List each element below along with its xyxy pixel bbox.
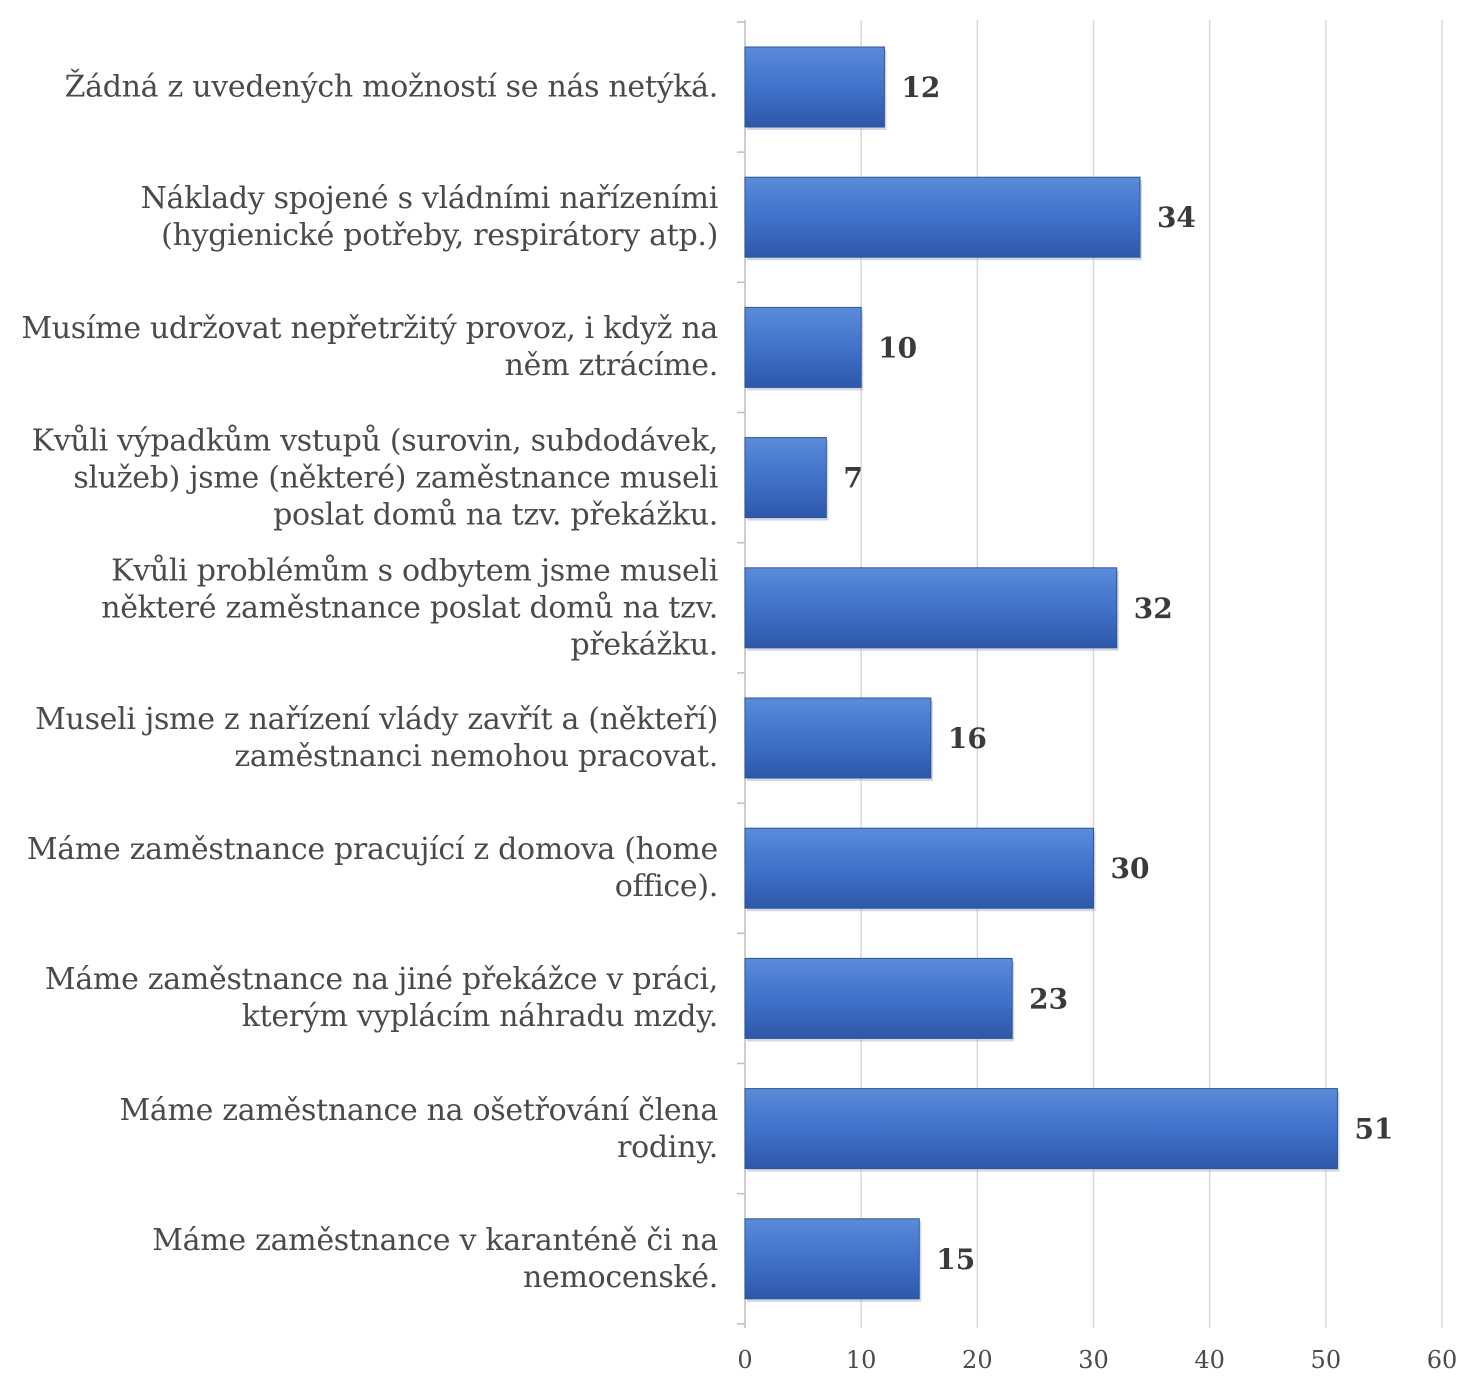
bars bbox=[744, 46, 1340, 1302]
x-tick-label: 40 bbox=[1194, 1346, 1225, 1374]
data-label: 16 bbox=[948, 722, 987, 755]
x-tick-label: 60 bbox=[1427, 1346, 1458, 1374]
category-label-line: něm ztrácíme. bbox=[504, 348, 719, 384]
category-label: Kvůli problémům s odbytem jsme museli něk… bbox=[10, 552, 718, 663]
x-tick-label: 50 bbox=[1311, 1346, 1342, 1374]
x-tick-label: 10 bbox=[846, 1346, 877, 1374]
category-label: Náklady spojené s vládními nařízeními (hy… bbox=[10, 180, 719, 254]
bar bbox=[744, 437, 827, 519]
category-label-line: některé zaměstnance poslat domů na tzv. bbox=[101, 590, 718, 626]
category-label-line: služeb) jsme (některé) zaměstnance musel… bbox=[73, 460, 718, 496]
x-axis-ticks: 0 10 20 30 40 50 60 bbox=[737, 1346, 1457, 1374]
category-label-line: Máme zaměstnance na ošetřování člena bbox=[119, 1092, 718, 1128]
bar bbox=[744, 957, 1013, 1039]
bar bbox=[744, 1218, 920, 1300]
x-tick-label: 0 bbox=[737, 1346, 752, 1374]
category-label: Museli jsme z nařízení vlády zavřít a (n… bbox=[10, 701, 718, 775]
category-label-line: Máme zaměstnance pracující z domova (hom… bbox=[26, 832, 718, 868]
category-label-line: poslat domů na tzv. překážku. bbox=[273, 497, 718, 533]
category-label-line: Máme zaměstnance v karanténě či na bbox=[152, 1222, 718, 1258]
category-label: Máme zaměstnance na jiné překážce v prác… bbox=[10, 961, 718, 1035]
data-label: 51 bbox=[1354, 1113, 1393, 1146]
y-axis bbox=[737, 20, 746, 1328]
category-label-line: Žádná z uvedených možností se nás netýká… bbox=[64, 69, 719, 105]
bar bbox=[744, 1088, 1338, 1170]
data-label: 10 bbox=[878, 331, 917, 364]
category-label-line: Musíme udržovat nepřetržitý provoz, i kd… bbox=[21, 311, 718, 347]
data-label: 34 bbox=[1157, 201, 1196, 234]
category-label-line: rodiny. bbox=[617, 1129, 718, 1165]
category-label-line: Kvůli problémům s odbytem jsme museli bbox=[111, 553, 718, 589]
x-tick-label: 20 bbox=[962, 1346, 993, 1374]
category-label-line: Museli jsme z nařízení vlády zavřít a (n… bbox=[35, 702, 718, 737]
category-label: Musíme udržovat nepřetržitý provoz, i kd… bbox=[10, 310, 718, 384]
category-label-line: kterým vyplácím náhradu mzdy. bbox=[241, 999, 719, 1035]
data-labels: 12 34 10 7 32 16 30 23 51 15 bbox=[843, 71, 1393, 1276]
category-label-line: (hygienické potřeby, respirátory atp.) bbox=[161, 218, 718, 254]
category-label: Máme zaměstnance v karanténě či na nemoce… bbox=[10, 1222, 718, 1296]
data-label: 15 bbox=[936, 1243, 975, 1276]
category-label-line: překážku. bbox=[570, 627, 718, 663]
category-label: Máme zaměstnance pracující z domova (hom… bbox=[10, 831, 718, 905]
category-label-line: nemocenské. bbox=[522, 1259, 718, 1295]
bar bbox=[744, 827, 1094, 909]
category-label: Žádná z uvedených možností se nás netýká… bbox=[10, 69, 719, 106]
data-label: 23 bbox=[1029, 982, 1068, 1015]
bar bbox=[744, 46, 885, 128]
category-label: Máme zaměstnance na ošetřování člena rodi… bbox=[10, 1092, 718, 1166]
category-label-line: zaměstnanci nemohou pracovat. bbox=[234, 739, 718, 774]
data-label: 7 bbox=[843, 462, 862, 495]
bar bbox=[744, 176, 1141, 258]
bar bbox=[744, 306, 862, 388]
category-label-line: Náklady spojené s vládními nařízeními bbox=[140, 181, 719, 217]
category-label-line: office). bbox=[614, 869, 719, 905]
data-label: 12 bbox=[901, 71, 940, 104]
data-label: 30 bbox=[1111, 852, 1150, 885]
bar bbox=[744, 697, 932, 779]
category-label: Kvůli výpadkům vstupů (surovin, subdodáv… bbox=[10, 422, 719, 533]
category-label-line: Kvůli výpadkům vstupů (surovin, subdodáv… bbox=[31, 423, 719, 459]
bar bbox=[744, 567, 1118, 649]
data-label: 32 bbox=[1134, 592, 1173, 625]
x-tick-label: 30 bbox=[1078, 1346, 1109, 1374]
category-label-line: Máme zaměstnance na jiné překážce v prác… bbox=[44, 962, 718, 998]
